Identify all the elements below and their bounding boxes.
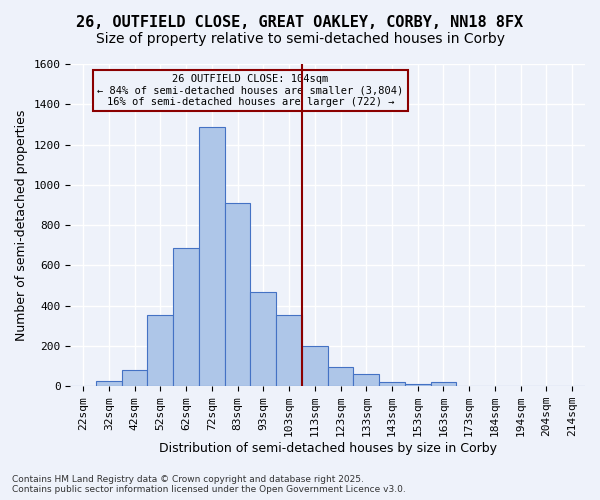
Bar <box>122 370 148 386</box>
Bar <box>431 382 457 386</box>
Text: Size of property relative to semi-detached houses in Corby: Size of property relative to semi-detach… <box>95 32 505 46</box>
Text: Contains HM Land Registry data © Crown copyright and database right 2025.
Contai: Contains HM Land Registry data © Crown c… <box>12 474 406 494</box>
Bar <box>173 248 199 386</box>
Bar <box>96 381 122 386</box>
Bar <box>353 374 379 386</box>
Bar <box>276 314 302 386</box>
Bar <box>148 314 173 386</box>
Bar <box>405 384 431 386</box>
Y-axis label: Number of semi-detached properties: Number of semi-detached properties <box>15 110 28 341</box>
Bar <box>224 203 250 386</box>
Text: 26 OUTFIELD CLOSE: 104sqm
← 84% of semi-detached houses are smaller (3,804)
16% : 26 OUTFIELD CLOSE: 104sqm ← 84% of semi-… <box>97 74 404 107</box>
Text: 26, OUTFIELD CLOSE, GREAT OAKLEY, CORBY, NN18 8FX: 26, OUTFIELD CLOSE, GREAT OAKLEY, CORBY,… <box>76 15 524 30</box>
Bar <box>250 292 276 386</box>
Bar <box>379 382 405 386</box>
Bar <box>302 346 328 386</box>
X-axis label: Distribution of semi-detached houses by size in Corby: Distribution of semi-detached houses by … <box>158 442 497 455</box>
Bar <box>328 367 353 386</box>
Bar <box>199 128 224 386</box>
